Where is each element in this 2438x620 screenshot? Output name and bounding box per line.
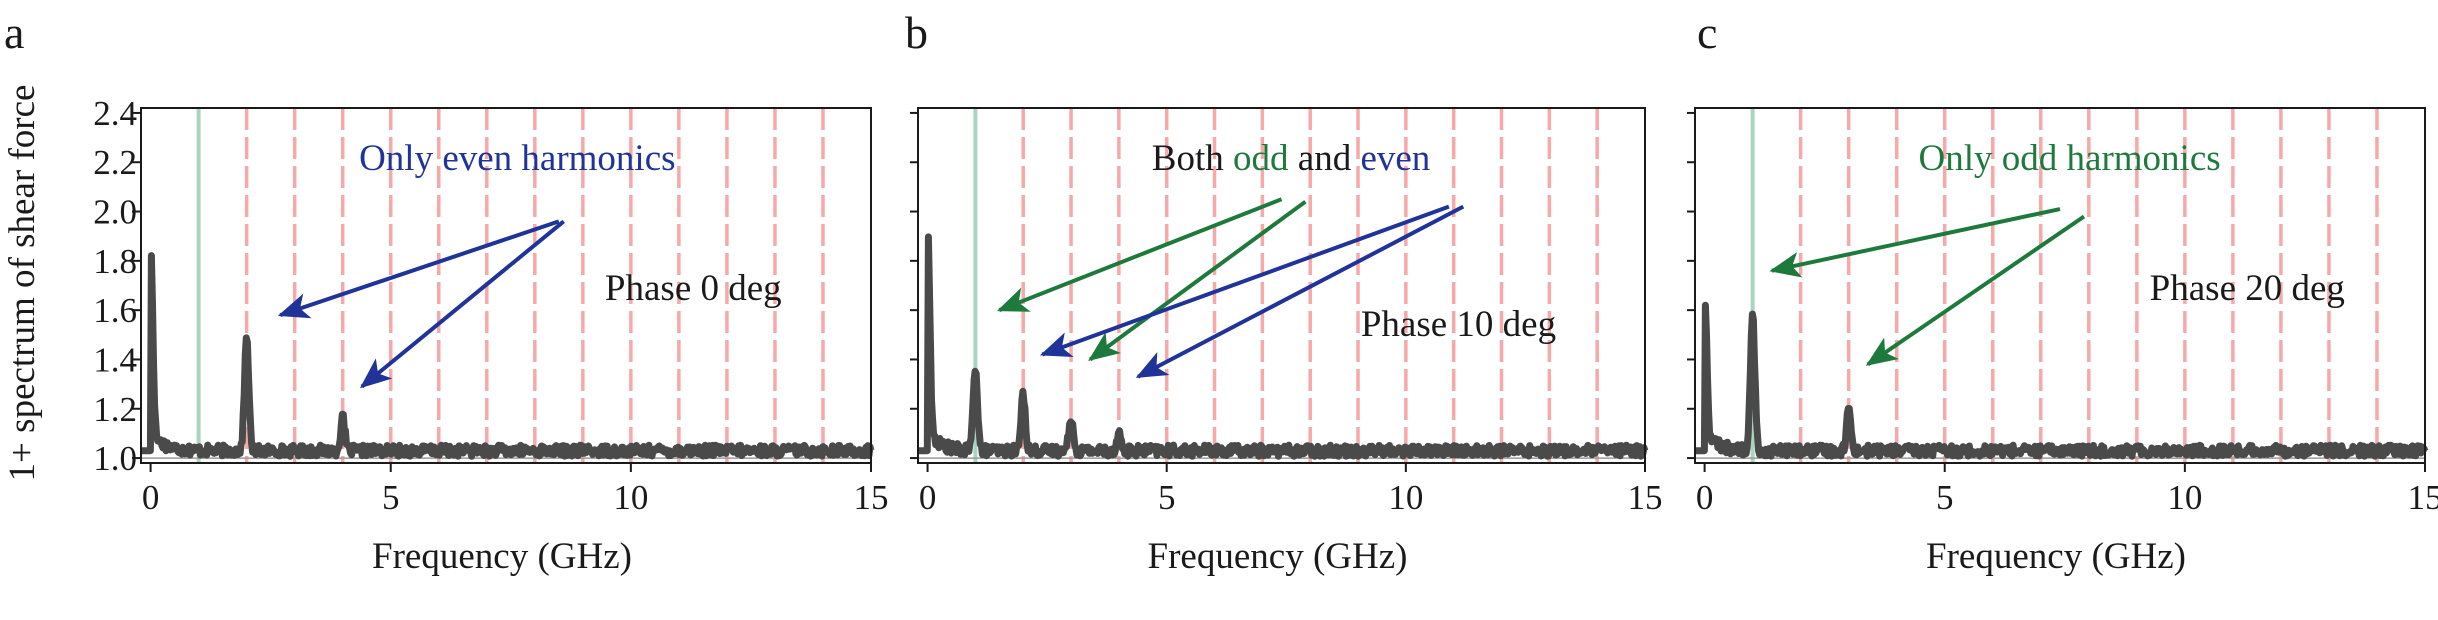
phase-label: Phase 0 deg bbox=[605, 268, 782, 309]
annotation-text: Both odd and even bbox=[1152, 138, 1431, 179]
y-tick-label: 1.2 bbox=[93, 390, 137, 429]
x-tick-label: 5 bbox=[1936, 478, 1954, 517]
panel-c: c 0 5 10 15 Frequency (GHz) Only odd harmonic… bbox=[1687, 7, 2438, 577]
y-tick-label: 2.4 bbox=[93, 94, 137, 133]
annotation-part: Both bbox=[1152, 138, 1233, 179]
panel-letter-b: b bbox=[905, 7, 928, 58]
phase-label: Phase 10 deg bbox=[1361, 304, 1556, 345]
annotation-part: even bbox=[1360, 138, 1430, 179]
x-tick-label: 10 bbox=[2167, 478, 2202, 517]
x-axis-title: Frequency (GHz) bbox=[1148, 536, 1408, 577]
y-tick-label: 1.0 bbox=[93, 439, 137, 478]
annotation-arrow bbox=[1769, 207, 2061, 278]
spectrum-series bbox=[138, 252, 875, 460]
y-axis-title: 1+ spectrum of shear force bbox=[2, 85, 43, 482]
spectrum-series bbox=[1692, 301, 2429, 460]
y-tick-label: 1.8 bbox=[93, 242, 137, 281]
annotation-arrow bbox=[277, 219, 560, 319]
x-axis-title: Frequency (GHz) bbox=[1926, 536, 2186, 577]
annotation-arrow bbox=[1039, 204, 1450, 357]
x-tick-label: 5 bbox=[1158, 478, 1176, 517]
annotation-part: Only odd harmonics bbox=[1919, 138, 2221, 179]
x-tick-label: 15 bbox=[854, 478, 889, 517]
x-axis-title: Frequency (GHz) bbox=[372, 536, 632, 577]
annotation-part: odd bbox=[1233, 138, 1289, 179]
panel-letter-a: a bbox=[4, 7, 24, 58]
x-tick-label: 15 bbox=[2408, 478, 2438, 517]
x-tick-label: 10 bbox=[613, 478, 648, 517]
y-tick-label: 2.0 bbox=[93, 193, 137, 232]
x-tick-label: 0 bbox=[1696, 478, 1714, 517]
x-tick-label: 10 bbox=[1388, 478, 1423, 517]
x-tick-label: 5 bbox=[382, 478, 400, 517]
plot-frame bbox=[140, 107, 872, 464]
annotation-arrow bbox=[1865, 214, 2086, 367]
annotation-arrow bbox=[359, 219, 565, 389]
panel-b: b 0 5 10 15 Frequency (GHz) Both odd and even… bbox=[905, 7, 1663, 577]
plot-frame bbox=[917, 107, 1646, 464]
spectrum-series bbox=[915, 233, 1649, 460]
y-tick-label: 1.6 bbox=[93, 291, 137, 330]
annotation-text: Only odd harmonics bbox=[1919, 138, 2221, 179]
panel-letter-c: c bbox=[1697, 7, 1717, 58]
panel-a: a 0 5 10 15 1.0 1.2 1.4 1.6 1.8 2.0 2.2 2.4 Frequenc… bbox=[4, 7, 889, 577]
annotation-arrow bbox=[1135, 204, 1465, 379]
x-tick-label: 15 bbox=[1628, 478, 1663, 517]
annotation-part: and bbox=[1289, 138, 1361, 179]
annotation-arrow bbox=[1088, 200, 1307, 362]
annotation-arrow bbox=[996, 197, 1283, 313]
y-tick-label: 1.4 bbox=[93, 340, 137, 379]
annotation-part: Only even harmonics bbox=[359, 138, 675, 179]
x-tick-label: 0 bbox=[919, 478, 937, 517]
phase-label: Phase 20 deg bbox=[2150, 268, 2345, 309]
annotation-text: Only even harmonics bbox=[359, 138, 675, 179]
y-tick-label: 2.2 bbox=[93, 143, 137, 182]
plot-frame bbox=[1694, 107, 2426, 464]
x-tick-label: 0 bbox=[142, 478, 160, 517]
